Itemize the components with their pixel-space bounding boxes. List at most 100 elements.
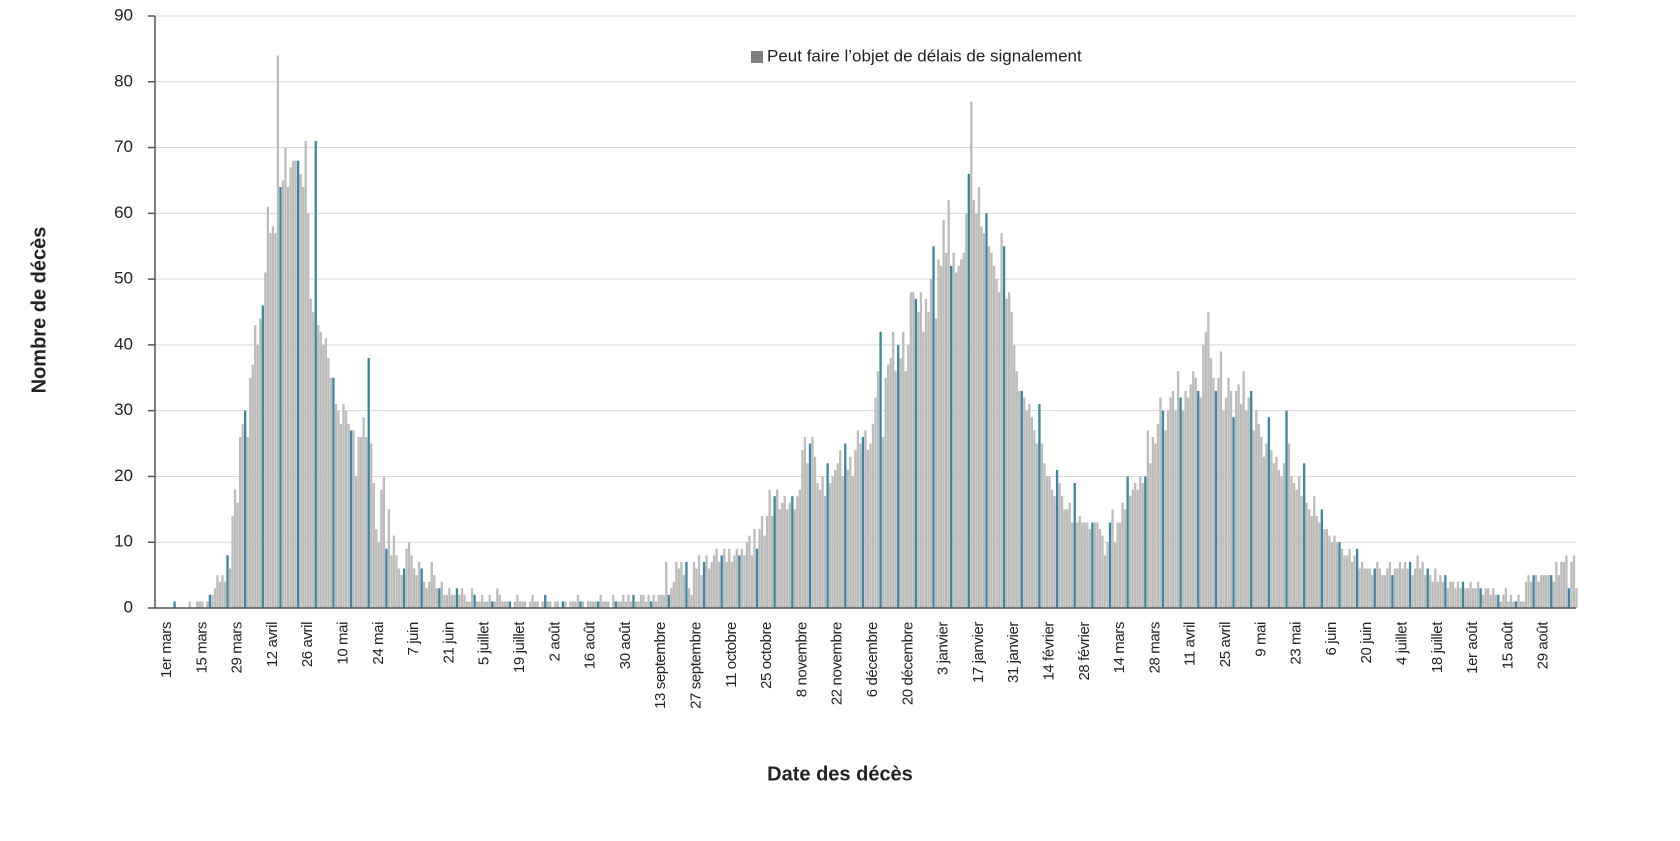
bar: [508, 601, 512, 608]
bar: [707, 568, 711, 608]
y-tick-label: 50: [114, 269, 133, 288]
bar: [765, 515, 769, 608]
bar: [642, 594, 645, 608]
bar: [919, 292, 923, 608]
bar: [1081, 522, 1084, 608]
bar: [1320, 509, 1323, 608]
bar: [864, 430, 867, 608]
bar: [1103, 555, 1107, 608]
bar: [1272, 463, 1276, 608]
bar: [715, 548, 718, 608]
bar: [420, 568, 423, 608]
bar: [546, 601, 549, 608]
bar: [271, 226, 275, 608]
bar: [221, 575, 224, 608]
bar: [344, 410, 348, 608]
x-tick-label: 11 octobre: [723, 622, 740, 688]
bar: [1388, 561, 1392, 608]
bar: [218, 581, 222, 608]
bar: [428, 581, 431, 608]
bar: [680, 561, 683, 608]
bar: [1366, 568, 1369, 608]
bar: [927, 312, 930, 608]
bar: [944, 252, 948, 609]
bar: [869, 443, 872, 608]
bar: [1287, 443, 1291, 608]
x-tick-label: 17 janvier: [970, 622, 987, 683]
bar: [932, 246, 935, 608]
bar: [354, 476, 358, 608]
bar: [372, 483, 375, 608]
x-tick-label: 27 septembre: [687, 622, 704, 709]
bar: [750, 555, 754, 608]
bar: [1234, 390, 1238, 608]
bar: [675, 561, 678, 608]
bar: [748, 535, 751, 608]
bar: [1224, 397, 1228, 608]
bar: [455, 588, 459, 608]
bar: [980, 226, 983, 608]
bar: [1431, 581, 1434, 608]
bar: [808, 443, 812, 608]
bar: [279, 187, 282, 608]
x-tick-label: 9 mai: [1252, 622, 1269, 657]
bar: [460, 588, 464, 608]
bar: [1464, 588, 1467, 608]
bar: [670, 588, 673, 608]
bar: [1035, 443, 1039, 608]
bar: [201, 601, 204, 608]
bar: [786, 509, 789, 608]
bar: [483, 601, 486, 608]
bar: [1184, 390, 1187, 608]
bar: [614, 601, 617, 608]
bar: [1378, 568, 1381, 608]
bar: [1098, 529, 1102, 608]
bar: [617, 601, 620, 608]
bar: [796, 496, 799, 608]
legend-label: Peut faire l’objet de délais de signalem…: [767, 46, 1082, 65]
bar: [1093, 522, 1097, 608]
bar: [397, 568, 401, 608]
bar: [501, 601, 504, 608]
bar: [488, 594, 491, 608]
bar: [1219, 351, 1223, 608]
bar: [329, 377, 333, 608]
bar: [1368, 568, 1371, 608]
bar: [1257, 423, 1260, 608]
bar: [1416, 555, 1419, 608]
bar: [649, 601, 653, 608]
x-tick-label: 26 avril: [299, 622, 316, 667]
bar: [1237, 384, 1240, 608]
bar: [1088, 529, 1091, 608]
bar: [881, 436, 885, 608]
bar: [1403, 561, 1407, 608]
bar: [1444, 575, 1447, 608]
bar: [859, 443, 862, 608]
bar: [866, 450, 870, 608]
bar: [1212, 377, 1215, 608]
bar: [950, 265, 953, 608]
bar: [1560, 561, 1563, 608]
bar: [594, 601, 597, 608]
bar: [1466, 588, 1470, 608]
bar: [602, 601, 605, 608]
bar: [1229, 390, 1233, 608]
bar: [299, 173, 302, 608]
bar: [672, 581, 675, 608]
bar: [269, 233, 272, 609]
bar: [188, 601, 191, 608]
bar: [342, 404, 345, 608]
bar: [380, 489, 383, 608]
y-tick-label: 20: [114, 466, 133, 485]
bar: [1262, 456, 1265, 608]
bar: [357, 436, 360, 608]
bar: [823, 496, 827, 608]
bar: [1018, 390, 1021, 608]
bar: [327, 358, 330, 608]
bar: [1398, 561, 1402, 608]
bar: [1197, 390, 1200, 608]
bar: [967, 173, 970, 608]
bar: [801, 450, 804, 608]
bar: [849, 456, 852, 608]
bar: [1373, 568, 1376, 608]
